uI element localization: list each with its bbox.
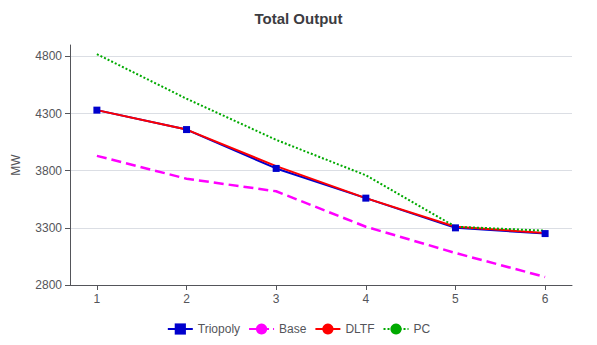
svg-text:1: 1	[94, 292, 101, 306]
svg-text:DLTF: DLTF	[345, 322, 374, 336]
svg-text:4800: 4800	[35, 49, 62, 63]
svg-text:6: 6	[542, 292, 549, 306]
svg-text:PC: PC	[414, 322, 431, 336]
svg-text:2: 2	[183, 292, 190, 306]
svg-text:Total Output: Total Output	[254, 10, 342, 27]
svg-text:4: 4	[362, 292, 369, 306]
svg-text:5: 5	[452, 292, 459, 306]
svg-text:3300: 3300	[35, 221, 62, 235]
svg-text:2800: 2800	[35, 278, 62, 292]
svg-text:Base: Base	[279, 322, 307, 336]
svg-text:MW: MW	[9, 154, 23, 176]
svg-text:3: 3	[273, 292, 280, 306]
svg-text:3800: 3800	[35, 164, 62, 178]
svg-text:Triopoly: Triopoly	[198, 322, 240, 336]
svg-text:4300: 4300	[35, 107, 62, 121]
